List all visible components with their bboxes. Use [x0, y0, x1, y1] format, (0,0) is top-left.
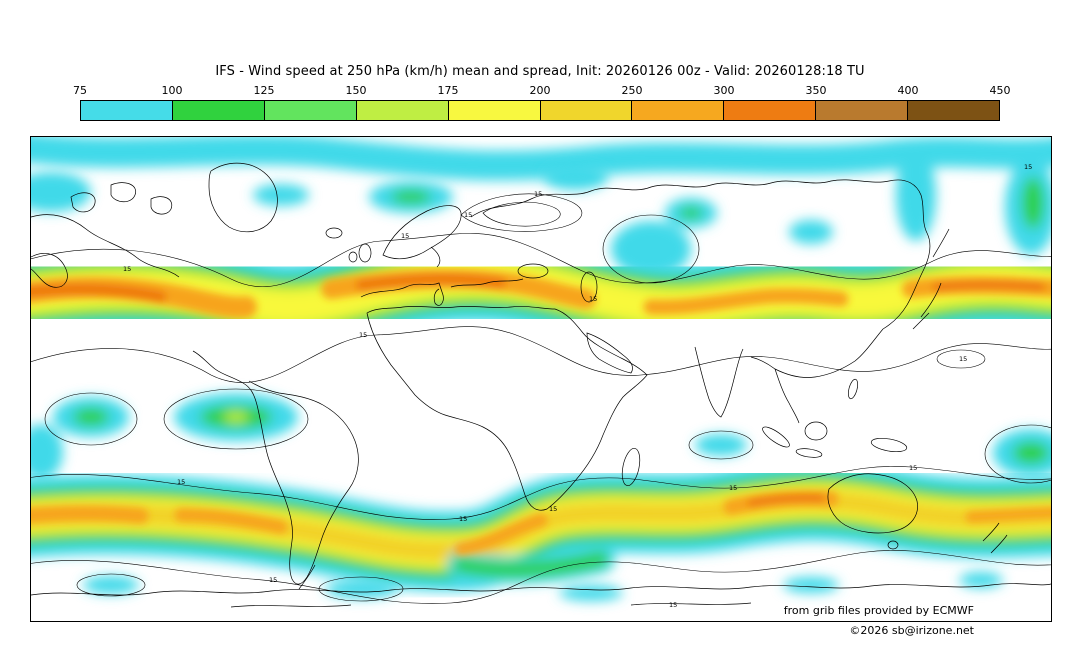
- contour-label: 15: [464, 211, 472, 219]
- australia-coast: [827, 473, 918, 534]
- antarctica-coast: [31, 583, 1051, 596]
- colorbar-tick: 200: [529, 84, 551, 97]
- contour-label: 15: [269, 576, 277, 584]
- contour-label: 15: [589, 295, 597, 303]
- contour-label: 15: [177, 478, 185, 486]
- coastlines: [31, 162, 1051, 608]
- polar-band: [31, 137, 1051, 255]
- contour-labels: 15 15 15 15 15 15 15 15 15 15 15 15 15 1…: [123, 163, 1032, 609]
- colorbar-segment: [81, 101, 173, 120]
- northern-jet-cores: [31, 268, 1051, 319]
- colorbar-segment: [448, 101, 541, 120]
- weather-map-svg: 15 15 15 15 15 15 15 15 15 15 15 15 15 1…: [31, 137, 1051, 621]
- sumatra-coast: [762, 426, 790, 448]
- southern-jet-cores: [31, 490, 1051, 556]
- iceland-coast: [325, 227, 343, 239]
- south-america-coast: [242, 380, 359, 585]
- copyright-credit: ©2026 sb@irizone.net: [849, 624, 974, 637]
- tasmania-coast: [887, 540, 899, 550]
- new-zealand-coast: [982, 522, 1000, 542]
- contour-label: 15: [1024, 163, 1032, 171]
- colorbar-tick: 125: [253, 84, 275, 97]
- java-coast: [795, 448, 823, 458]
- india-coast: [694, 346, 744, 418]
- colorbar-tick: 100: [161, 84, 183, 97]
- arabia-coast: [586, 332, 633, 374]
- contour-label: 15: [359, 331, 367, 339]
- north-scatter-patches: [31, 164, 833, 277]
- greenland-coast: [208, 162, 278, 233]
- colorbar-segment: [172, 101, 265, 120]
- malay-coast: [774, 368, 800, 424]
- colorbar-tick: 75: [73, 84, 87, 97]
- madagascar-coast: [621, 447, 641, 487]
- contour-label: 15: [534, 190, 542, 198]
- colorbar-segment: [908, 101, 1000, 120]
- colorbar: [80, 100, 1000, 121]
- central-america-coast: [192, 350, 244, 384]
- colorbar-tick: 300: [713, 84, 735, 97]
- contour-label: 15: [669, 601, 677, 609]
- scandinavia-coast: [382, 205, 462, 260]
- asia-east-coast: [750, 328, 884, 378]
- colorbar-tick: 350: [805, 84, 827, 97]
- colorbar-tick: 150: [345, 84, 367, 97]
- colorbar-segment: [816, 101, 909, 120]
- contour-label: 15: [959, 355, 967, 363]
- colorbar-tick: 250: [621, 84, 643, 97]
- contour-label: 15: [729, 484, 737, 492]
- caspian-sea: [580, 271, 598, 303]
- philippines-coast: [847, 378, 859, 400]
- data-provider-credit: from grib files provided by ECMWF: [783, 604, 974, 617]
- mediterranean-north-coast: [360, 282, 444, 306]
- ireland-coast: [348, 251, 358, 263]
- colorbar-tick: 175: [437, 84, 459, 97]
- chart-title: IFS - Wind speed at 250 hPa (km/h) mean …: [215, 64, 865, 79]
- japan-coast: [920, 282, 942, 318]
- colorbar-segment: [540, 101, 633, 120]
- colorbar-tick: 450: [989, 84, 1011, 97]
- new-guinea-coast: [870, 437, 908, 453]
- colorbar-segment: [264, 101, 357, 120]
- africa-coast: [366, 306, 648, 511]
- colorbar-ticks: 75 100 125 150 175 200 250 300 350 400 450: [73, 84, 1011, 97]
- contour-label: 15: [459, 515, 467, 523]
- colorbar-segment: [724, 101, 817, 120]
- contour-label: 15: [909, 464, 917, 472]
- colorbar-segment: [632, 101, 725, 120]
- contour-label: 15: [401, 232, 409, 240]
- asia-north-coast: [470, 179, 931, 330]
- colorbar-tick: 400: [897, 84, 919, 97]
- colorbar-segment: [356, 101, 449, 120]
- south-scatter-patches: [31, 393, 1051, 601]
- spread-contours: [31, 193, 1051, 604]
- black-sea: [517, 263, 549, 279]
- contour-label: 15: [123, 265, 131, 273]
- contour-label: 15: [549, 505, 557, 513]
- map-frame: 15 15 15 15 15 15 15 15 15 15 15 15 15 1…: [30, 136, 1052, 622]
- borneo-coast: [804, 421, 828, 441]
